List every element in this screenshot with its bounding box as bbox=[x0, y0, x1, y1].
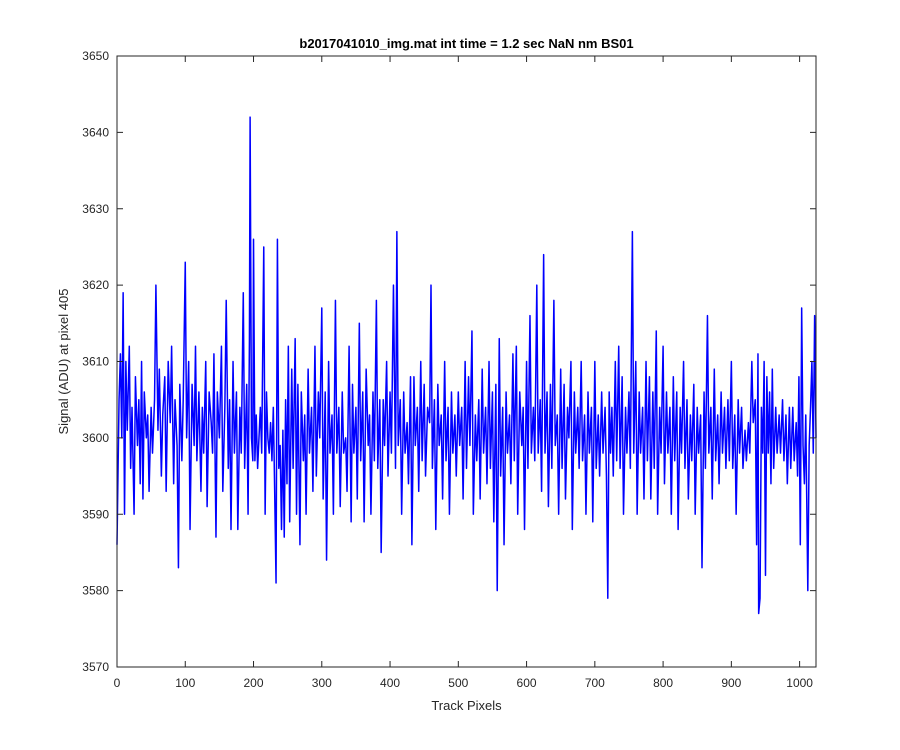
y-tick-label: 3630 bbox=[82, 202, 109, 216]
y-axis: 3570 3580 3590 3600 3610 3620 3630 3640 3650 bbox=[82, 49, 816, 674]
x-tick-label: 900 bbox=[721, 676, 741, 690]
y-tick-label: 3590 bbox=[82, 507, 109, 521]
x-tick-label: 700 bbox=[585, 676, 605, 690]
x-tick-label: 600 bbox=[517, 676, 537, 690]
chart-title: b2017041010_img.mat int time = 1.2 sec N… bbox=[299, 36, 633, 51]
x-tick-label: 400 bbox=[380, 676, 400, 690]
x-tick-label: 0 bbox=[114, 676, 121, 690]
x-tick-label: 300 bbox=[312, 676, 332, 690]
y-tick-label: 3570 bbox=[82, 660, 109, 674]
data-series bbox=[116, 116, 817, 615]
x-tick-label: 1000 bbox=[786, 676, 813, 690]
y-axis-label: Signal (ADU) at pixel 405 bbox=[56, 289, 71, 435]
y-tick-label: 3620 bbox=[82, 278, 109, 292]
plot-box bbox=[116, 55, 817, 668]
x-axis: 0 100 200 300 400 500 600 700 800 900 1000 bbox=[114, 56, 813, 690]
y-tick-label: 3600 bbox=[82, 431, 109, 445]
y-tick-label: 3650 bbox=[82, 49, 109, 63]
x-tick-label: 100 bbox=[175, 676, 195, 690]
series-line-0 bbox=[116, 116, 817, 615]
y-tick-label: 3580 bbox=[82, 584, 109, 598]
y-tick-label: 3610 bbox=[82, 355, 109, 369]
x-tick-label: 500 bbox=[448, 676, 468, 690]
x-axis-label: Track Pixels bbox=[431, 698, 502, 713]
x-tick-label: 200 bbox=[244, 676, 264, 690]
y-tick-label: 3640 bbox=[82, 125, 109, 139]
x-tick-label: 800 bbox=[653, 676, 673, 690]
